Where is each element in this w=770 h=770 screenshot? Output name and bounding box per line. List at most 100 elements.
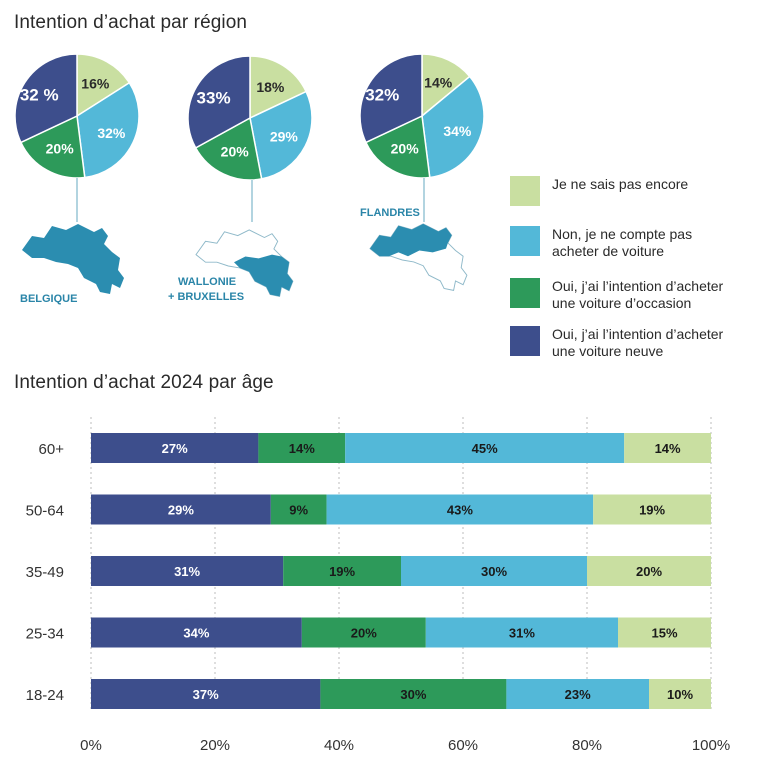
bar-value-label: 30% <box>481 564 507 579</box>
legend-item-non: Non, je ne compte pas acheter de voiture <box>510 226 760 266</box>
y-category-label: 60+ <box>39 441 65 458</box>
x-tick-label: 20% <box>200 737 230 754</box>
bar-value-label: 10% <box>667 687 693 702</box>
legend-swatch <box>510 326 540 356</box>
legend-swatch <box>510 176 540 206</box>
legend-label: Oui, j’ai l’intention d’acheter une voit… <box>552 278 724 311</box>
x-tick-label: 60% <box>448 737 478 754</box>
legend-item-occasion: Oui, j’ai l’intention d’acheter une voit… <box>510 278 760 318</box>
bar-value-label: 29% <box>168 503 194 518</box>
pie-slice-neuve <box>187 55 251 149</box>
bar-segment-occasion <box>320 679 507 709</box>
bar-segment-neuve <box>91 556 284 586</box>
pie-slice-ne_sais_pas <box>421 53 471 118</box>
bar-value-label: 15% <box>651 626 677 641</box>
pie-slice-occasion <box>19 114 86 179</box>
pie-slice-label: 20% <box>221 144 250 160</box>
pie-slice-neuve <box>359 53 423 144</box>
x-tick-label: 100% <box>692 737 730 754</box>
bar-value-label: 19% <box>639 503 665 518</box>
region-section-title: Intention d’achat par région <box>14 12 248 33</box>
bar-segment-non <box>425 617 618 648</box>
region-label-bruxelles: + BRUXELLES <box>168 291 244 303</box>
pie-slice-non <box>76 81 140 179</box>
legend-label: Oui, j’ai l’intention d’acheter une voit… <box>552 326 724 359</box>
bar-segment-non <box>506 679 649 709</box>
bar-value-label: 23% <box>565 687 591 702</box>
y-category-label: 50-64 <box>26 503 64 520</box>
bar-segment-occasion <box>301 617 426 648</box>
pie-slice-ne_sais_pas <box>249 55 308 120</box>
map-wallonie <box>234 254 293 297</box>
bar-segment-neuve <box>91 679 321 709</box>
bar-value-label: 20% <box>351 626 377 641</box>
bar-segment-ne_sais_pas <box>593 494 711 525</box>
y-category-label: 35-49 <box>26 564 64 581</box>
bar-segment-ne_sais_pas <box>624 433 711 463</box>
bar-segment-ne_sais_pas <box>649 679 711 709</box>
bar-segment-neuve <box>91 494 271 525</box>
pie-slice-label: 20% <box>46 141 75 157</box>
bar-value-label: 9% <box>289 503 308 518</box>
bar-segment-ne_sais_pas <box>618 617 711 648</box>
bar-value-label: 43% <box>447 503 473 518</box>
pie-slice-label: 14% <box>424 75 453 91</box>
pie-slice-non <box>249 90 313 180</box>
bar-segment-ne_sais_pas <box>587 556 711 586</box>
map-group <box>22 224 124 294</box>
pie-slice-non <box>421 75 485 179</box>
legend-label: Non, je ne compte pas acheter de voiture <box>552 226 693 259</box>
x-tick-label: 80% <box>572 737 602 754</box>
y-category-label: 25-34 <box>26 626 64 643</box>
bar-value-label: 45% <box>472 441 498 456</box>
pie-slice-label: 32 % <box>20 86 59 105</box>
map-belgique <box>22 224 124 294</box>
bar-value-label: 34% <box>183 626 209 641</box>
legend-swatch <box>510 278 540 308</box>
bar-value-label: 30% <box>400 687 426 702</box>
bar-segment-non <box>345 433 625 463</box>
bar-value-label: 19% <box>329 564 355 579</box>
bar-segment-non <box>401 556 587 586</box>
x-tick-label: 40% <box>324 737 354 754</box>
bar-segment-occasion <box>258 433 346 463</box>
legend-swatch <box>510 226 540 256</box>
x-tick-label: 0% <box>80 737 102 754</box>
pie-slice-label: 33% <box>197 89 231 108</box>
bar-value-label: 14% <box>289 441 315 456</box>
age-section-title: Intention d’achat 2024 par âge <box>14 372 274 393</box>
y-category-label: 18-24 <box>26 687 64 704</box>
map-flandres <box>370 223 452 257</box>
bar-value-label: 31% <box>509 626 535 641</box>
legend-label: Je ne sais pas encore <box>552 176 689 192</box>
region-label-flandres: FLANDRES <box>360 207 420 219</box>
pie-slice-label: 16% <box>81 76 110 92</box>
pie-slice-neuve <box>14 53 78 144</box>
map-group <box>195 229 294 297</box>
region-label-wallonie: WALLONIE <box>178 276 236 288</box>
map-group <box>369 223 468 291</box>
bar-segment-occasion <box>270 494 327 525</box>
bar-value-label: 37% <box>193 687 219 702</box>
bar-value-label: 31% <box>174 564 200 579</box>
pie-slice-occasion <box>194 116 263 181</box>
bar-segment-occasion <box>283 556 401 586</box>
bar-value-label: 20% <box>636 564 662 579</box>
pie-slice-label: 18% <box>256 79 285 95</box>
pie-slice-label: 32% <box>97 125 126 141</box>
pie-slice-occasion <box>364 114 431 179</box>
legend-item-ne_sais_pas: Je ne sais pas encore <box>510 176 760 216</box>
bar-segment-non <box>326 494 594 525</box>
pie-slice-ne_sais_pas <box>76 53 131 118</box>
pie-slice-label: 34% <box>443 123 472 139</box>
pie-slice-label: 29% <box>270 128 299 144</box>
bar-value-label: 27% <box>162 441 188 456</box>
legend-item-neuve: Oui, j’ai l’intention d’acheter une voit… <box>510 326 760 366</box>
pie-slice-label: 32% <box>365 86 399 105</box>
region-label-belgique: BELGIQUE <box>20 293 77 305</box>
bar-segment-neuve <box>91 617 302 648</box>
bar-value-label: 14% <box>655 441 681 456</box>
bar-segment-neuve <box>91 433 259 463</box>
pie-slice-label: 20% <box>391 141 420 157</box>
